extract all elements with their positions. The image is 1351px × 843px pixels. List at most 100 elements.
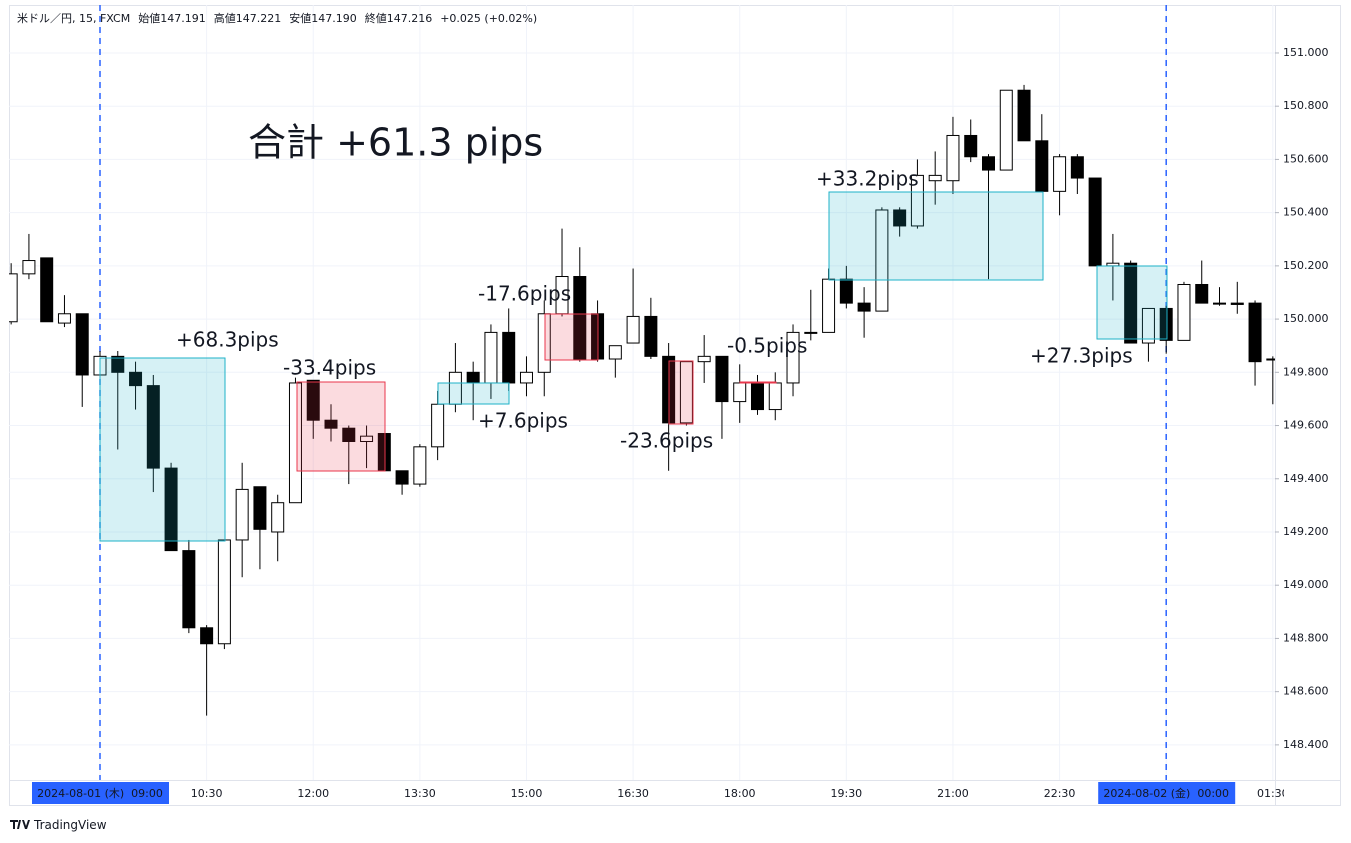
candle-body xyxy=(946,134,960,182)
candle-body xyxy=(964,134,978,158)
candle-body xyxy=(1213,302,1227,305)
candle-body xyxy=(1124,262,1138,344)
candle-body xyxy=(360,435,374,443)
trade-label: -23.6pips xyxy=(620,429,713,453)
candle-body xyxy=(626,315,640,344)
y-tick-label: 148.400 xyxy=(1283,738,1329,751)
y-tick-label: 150.600 xyxy=(1283,152,1329,165)
candle-body xyxy=(9,273,18,323)
candle-body xyxy=(200,627,214,645)
candle-body xyxy=(786,331,800,384)
trade-box xyxy=(296,381,386,472)
y-tick-label: 148.600 xyxy=(1283,685,1329,698)
trade-box xyxy=(99,357,226,542)
legend-header: 米ドル／円, 15, FXCM 始値147.191 高値147.221 安値147.1… xyxy=(17,11,537,25)
x-tick-label: 22:30 xyxy=(1044,787,1076,800)
candle-body xyxy=(235,488,249,541)
candle-body xyxy=(271,502,285,533)
candle-body xyxy=(395,470,409,485)
x-tick-label: 10:30 xyxy=(191,787,223,800)
x-tick-label: 13:30 xyxy=(404,787,436,800)
candle-body xyxy=(999,89,1013,171)
candle-body xyxy=(519,371,533,384)
y-tick-label: 149.600 xyxy=(1283,419,1329,432)
candle-body xyxy=(217,539,231,645)
x-tick-label: 16:30 xyxy=(617,787,649,800)
header-item: 米ドル／円, 15, FXCM xyxy=(17,12,130,25)
y-tick-label: 149.000 xyxy=(1283,578,1329,591)
candle-body xyxy=(484,331,498,384)
x-tick-label: 12:00 xyxy=(297,787,329,800)
trade-label: -33.4pips xyxy=(283,356,376,380)
candle-body xyxy=(573,276,587,360)
candle-body xyxy=(608,345,622,360)
candle-body xyxy=(857,302,871,312)
candle-body xyxy=(413,446,427,485)
candle-body xyxy=(1035,140,1049,192)
x-tick-label: 01:30 xyxy=(1257,787,1289,800)
x-tick-label: 2024-08-02 (金) 00:00 xyxy=(1103,786,1229,800)
y-tick-label: 149.800 xyxy=(1283,365,1329,378)
candle-body xyxy=(1159,307,1173,341)
candle-body xyxy=(1070,156,1084,179)
x-tick-label: 2024-08-01 (木) 09:00 xyxy=(37,787,163,800)
candle-body xyxy=(431,403,445,448)
trade-box xyxy=(1096,265,1168,340)
header-item: 終値147.216 xyxy=(365,11,433,25)
candle-body xyxy=(75,313,89,376)
candle-body xyxy=(804,331,818,334)
candle-body xyxy=(306,379,320,421)
x-label-highlight xyxy=(32,782,169,804)
candle-body xyxy=(1141,307,1155,344)
x-tick-label: 19:30 xyxy=(830,787,862,800)
candle-body xyxy=(644,315,658,357)
trade-box xyxy=(544,313,599,361)
header-item: 高値147.221 xyxy=(214,11,282,25)
trade-box xyxy=(739,381,777,384)
trade-label: -17.6pips xyxy=(478,282,571,306)
candle-body xyxy=(342,427,356,443)
candle-body xyxy=(1088,177,1102,267)
logo: TradingView xyxy=(10,818,107,832)
candle-body xyxy=(22,260,36,275)
candle-body xyxy=(893,209,907,227)
header-item: 安値147.190 xyxy=(289,11,357,25)
candle-body xyxy=(768,382,782,411)
candle-body xyxy=(982,156,995,171)
trade-label: +33.2pips xyxy=(816,167,919,191)
y-tick-label: 150.000 xyxy=(1283,312,1329,325)
candle-body xyxy=(40,257,54,323)
logo-text: TradingView xyxy=(33,818,107,832)
y-axis: 151.000 150.800 150.600 150.400 150.200 150.0… xyxy=(1275,46,1329,751)
trade-box xyxy=(668,360,694,425)
trade-box xyxy=(437,382,510,405)
trade-label: -0.5pips xyxy=(727,334,807,358)
candle-body xyxy=(57,313,71,324)
candle-body xyxy=(1230,302,1244,305)
candle-body xyxy=(697,355,711,363)
candle-body xyxy=(1106,262,1120,267)
x-tick-label: 18:00 xyxy=(724,787,756,800)
candle-body xyxy=(129,371,143,387)
candle-body xyxy=(1053,156,1067,192)
trade-box xyxy=(828,191,1044,281)
candle-body xyxy=(324,419,338,429)
y-tick-label: 149.200 xyxy=(1283,525,1329,538)
candle-body xyxy=(1266,358,1275,361)
candle-body xyxy=(146,385,160,469)
candle-body xyxy=(253,486,267,530)
trade-boxes: +68.3pips-33.4pips +7.6pips -17.6pips -23.6… xyxy=(99,167,1168,542)
candle-body xyxy=(288,382,302,504)
x-tick-label: 15:00 xyxy=(511,787,543,800)
candle-body xyxy=(1177,283,1191,341)
y-tick-label: 148.800 xyxy=(1283,631,1329,644)
candle-body xyxy=(502,331,516,384)
candle-body xyxy=(822,278,836,333)
candle-body xyxy=(164,467,178,552)
candle-body xyxy=(839,278,853,304)
trade-label: +27.3pips xyxy=(1030,344,1133,368)
y-tick-label: 150.200 xyxy=(1283,259,1329,272)
candle-body xyxy=(715,355,729,403)
x-label-highlight xyxy=(1098,782,1236,804)
